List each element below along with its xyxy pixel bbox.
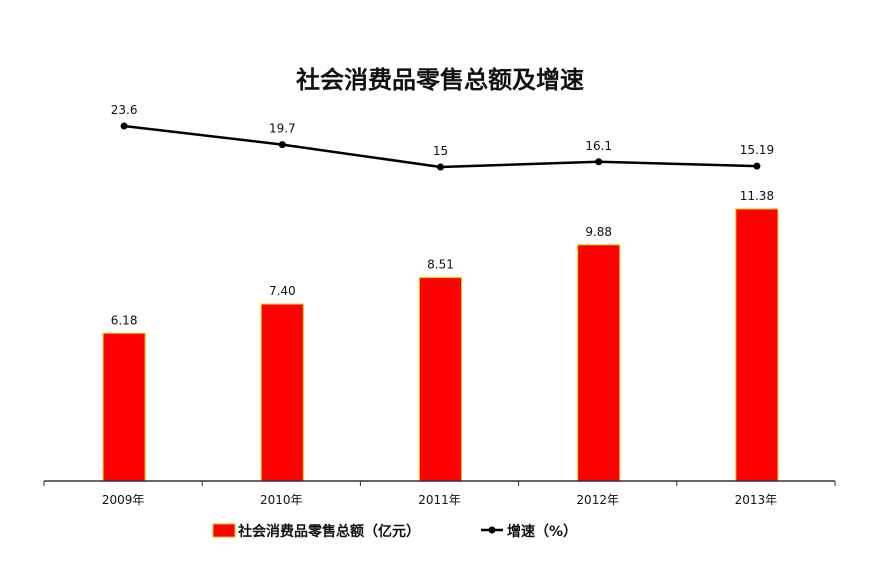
x-tick-label: 2009年 <box>102 493 145 507</box>
bar <box>577 244 621 482</box>
line-data-label: 15.19 <box>740 143 774 157</box>
line-data-label: 19.7 <box>269 122 296 136</box>
line-point <box>120 122 128 130</box>
x-axis: 2009年 2010年 2011年 2012年 2013年 <box>43 480 836 507</box>
bar-data-label: 8.51 <box>427 258 454 272</box>
x-tick-label: 2010年 <box>260 493 303 507</box>
legend: 社会消费品零售总额（亿元） 增速（%） <box>212 523 577 540</box>
line-data-label: 23.6 <box>111 103 138 117</box>
line-point <box>278 141 286 149</box>
bar <box>419 277 462 482</box>
x-tick-label: 2011年 <box>418 493 461 507</box>
bar-data-label: 6.18 <box>111 313 138 327</box>
bar-data-label: 7.40 <box>269 284 296 298</box>
bar <box>260 303 304 482</box>
legend-bar-swatch <box>212 523 236 538</box>
bar-data-label: 11.38 <box>740 189 774 203</box>
bar-data-label: 9.88 <box>585 225 612 239</box>
legend-bar-label: 社会消费品零售总额（亿元） <box>237 523 420 540</box>
bar <box>735 208 779 482</box>
bar-series: 6.18 7.40 8.51 9.88 11.38 <box>102 189 779 482</box>
line-point <box>753 162 761 170</box>
legend-line-label: 增速（%） <box>507 523 577 540</box>
x-tick-label: 2012年 <box>576 493 619 507</box>
line-point <box>595 158 603 166</box>
chart-title: 社会消费品零售总额及增速 <box>296 65 584 94</box>
line-data-label: 15 <box>433 144 448 158</box>
line-data-label: 16.1 <box>585 139 612 153</box>
bar <box>102 332 146 482</box>
legend-line-marker <box>488 526 496 534</box>
x-tick-label: 2013年 <box>735 493 778 507</box>
line-series: 23.6 19.7 15 16.1 15.19 <box>111 103 774 171</box>
line-point <box>437 163 444 171</box>
